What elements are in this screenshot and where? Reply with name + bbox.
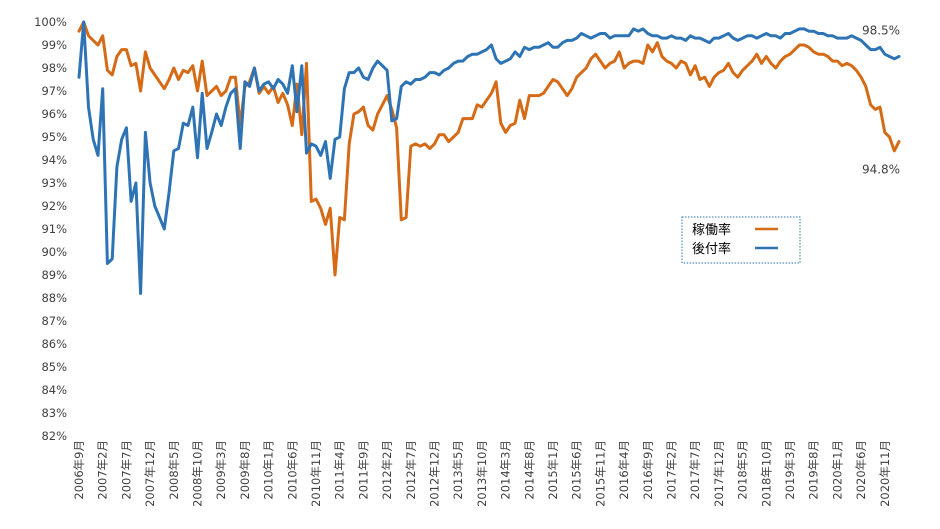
y-tick-label: 87% [41, 314, 67, 328]
y-tick-label: 91% [41, 222, 67, 236]
x-tick-label: 2011年9月 [356, 440, 370, 500]
annotation-layer: 98.5% 94.8% [862, 24, 900, 177]
x-tick-label: 2018年10月 [759, 440, 773, 507]
x-tick-label: 2006年9月 [72, 440, 86, 500]
x-tick-label: 2009年3月 [214, 440, 228, 500]
x-tick-label: 2019年3月 [783, 440, 797, 500]
x-tick-label: 2010年11月 [309, 440, 323, 507]
data-label: 98.5% [862, 24, 900, 38]
y-tick-label: 96% [41, 107, 67, 121]
x-tick-label: 2015年6月 [570, 440, 584, 500]
y-tick-label: 99% [41, 38, 67, 52]
y-tick-label: 100% [34, 15, 67, 29]
series-line-atozukeritsu [77, 20, 901, 295]
y-tick-label: 94% [41, 153, 67, 167]
x-tick-label: 2009年8月 [238, 440, 252, 500]
y-tick-label: 85% [41, 360, 67, 374]
x-tick-label: 2012年2月 [380, 440, 394, 500]
x-tick-label: 2017年2月 [664, 440, 678, 500]
x-tick-label: 2020年11月 [878, 440, 892, 507]
series-layer [77, 20, 901, 295]
y-tick-label: 84% [41, 383, 67, 397]
y-tick-label: 95% [41, 130, 67, 144]
x-tick-label: 2018年5月 [736, 440, 750, 500]
x-tick-label: 2014年3月 [499, 440, 513, 500]
y-tick-label: 86% [41, 337, 67, 351]
legend-box [681, 216, 801, 264]
y-axis: 82% 83% 84% 85% 86% 87% 88% 89% 90% 91% 92% 93% 94% 9… [34, 15, 67, 443]
x-tick-label: 2007年12月 [143, 440, 157, 507]
y-tick-label: 82% [41, 429, 67, 443]
x-tick-label: 2015年1月 [546, 440, 560, 500]
x-tick-label: 2015年11月 [593, 440, 607, 507]
x-tick-label: 2007年2月 [96, 440, 110, 500]
x-tick-label: 2019年8月 [807, 440, 821, 500]
x-tick-label: 2020年6月 [854, 440, 868, 500]
x-tick-label: 2014年8月 [522, 440, 536, 500]
x-tick-label: 2010年1月 [262, 440, 276, 500]
y-tick-label: 89% [41, 268, 67, 282]
legend-label: 稼働率 [692, 222, 731, 238]
y-tick-label: 83% [41, 406, 67, 420]
x-tick-label: 2008年10月 [190, 440, 204, 507]
y-tick-label: 93% [41, 176, 67, 190]
x-tick-label: 2013年10月 [475, 440, 489, 507]
legend-entry-kadoritsu: 稼働率 [692, 222, 778, 238]
x-tick-label: 2016年4月 [617, 440, 631, 500]
legend-label: 後付率 [692, 241, 731, 257]
y-tick-label: 98% [41, 61, 67, 75]
series-line-kadoritsu [77, 20, 901, 277]
y-tick-label: 88% [41, 291, 67, 305]
x-axis: 2006年9月 2007年2月 2007年7月 2007年12月 2008年5月 2008… [72, 440, 892, 507]
x-tick-label: 2011年4月 [333, 440, 347, 500]
legend-entry-atozukeritsu: 後付率 [692, 241, 778, 257]
y-tick-label: 90% [41, 245, 67, 259]
y-tick-label: 92% [41, 199, 67, 213]
x-tick-label: 2012年12月 [427, 440, 441, 507]
legend: 稼働率 後付率 [681, 216, 801, 264]
x-tick-label: 2020年1月 [830, 440, 844, 500]
x-tick-label: 2008年5月 [167, 440, 181, 500]
x-tick-label: 2016年9月 [641, 440, 655, 500]
x-tick-label: 2017年7月 [688, 440, 702, 500]
x-tick-label: 2017年12月 [712, 440, 726, 507]
x-tick-label: 2013年5月 [451, 440, 465, 500]
x-tick-label: 2010年6月 [285, 440, 299, 500]
y-tick-label: 97% [41, 84, 67, 98]
x-tick-label: 2007年7月 [119, 440, 133, 500]
data-label: 94.8% [862, 163, 900, 177]
x-tick-label: 2012年7月 [404, 440, 418, 500]
